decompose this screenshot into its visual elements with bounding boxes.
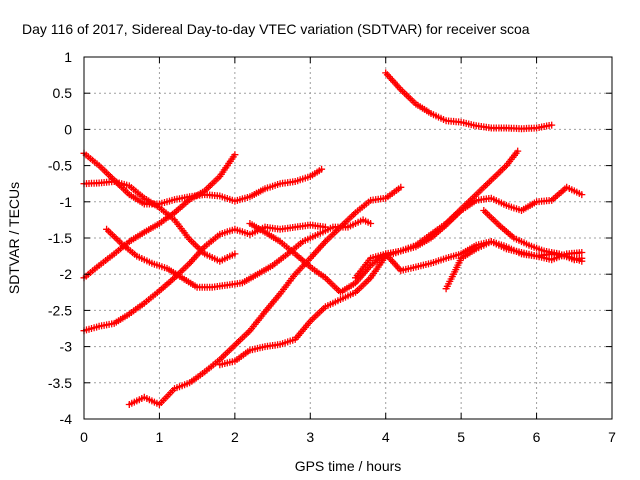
y-tick-label: 0.5 [53, 85, 73, 101]
series-2 [80, 151, 239, 282]
data-point [578, 191, 586, 199]
ticks: 0 1 2 3 4 5 6 7 -4 -3.5 -3 -2.5 -2 -1.5 -1 -0.5 0 0.5 1 [48, 49, 616, 445]
series-11 [442, 238, 586, 293]
y-tick-label: -3 [60, 339, 73, 355]
y-tick-label: -1 [60, 194, 73, 210]
series-layer [80, 69, 586, 408]
x-tick-label: 6 [533, 429, 541, 445]
y-tick-label: 0 [64, 121, 72, 137]
y-tick-label: 1 [64, 49, 72, 65]
y-tick-label: -4 [60, 411, 73, 427]
x-tick-label: 1 [156, 429, 164, 445]
grid [84, 57, 612, 419]
series-5 [103, 216, 375, 291]
x-axis-title: GPS time / hours [295, 458, 402, 474]
x-tick-label: 7 [608, 429, 616, 445]
chart-title: Day 116 of 2017, Sidereal Day-to-day VTE… [22, 21, 530, 37]
y-tick-label: -0.5 [48, 158, 72, 174]
series-6 [125, 183, 405, 408]
y-tick-label: -2.5 [48, 302, 72, 318]
x-tick-label: 2 [231, 429, 239, 445]
series-12 [480, 207, 586, 264]
data-point [514, 147, 522, 155]
x-tick-label: 3 [306, 429, 314, 445]
x-tick-label: 0 [80, 429, 88, 445]
y-axis-title: SDTVAR / TECUs [6, 182, 22, 294]
data-point [397, 183, 405, 191]
data-point [578, 254, 586, 262]
series-1 [80, 149, 326, 208]
data-point [231, 151, 239, 159]
series-4 [80, 178, 239, 265]
series-8 [246, 183, 586, 296]
y-tick-label: -2 [60, 266, 73, 282]
y-tick-label: -1.5 [48, 230, 72, 246]
plot-frame [83, 56, 613, 420]
series-10 [382, 69, 556, 133]
x-tick-label: 5 [457, 429, 465, 445]
y-tick-label: -3.5 [48, 375, 72, 391]
x-tick-label: 4 [382, 429, 390, 445]
data-point [231, 250, 239, 258]
data-point [548, 121, 556, 129]
data-point [318, 165, 326, 173]
data-point [367, 220, 375, 227]
